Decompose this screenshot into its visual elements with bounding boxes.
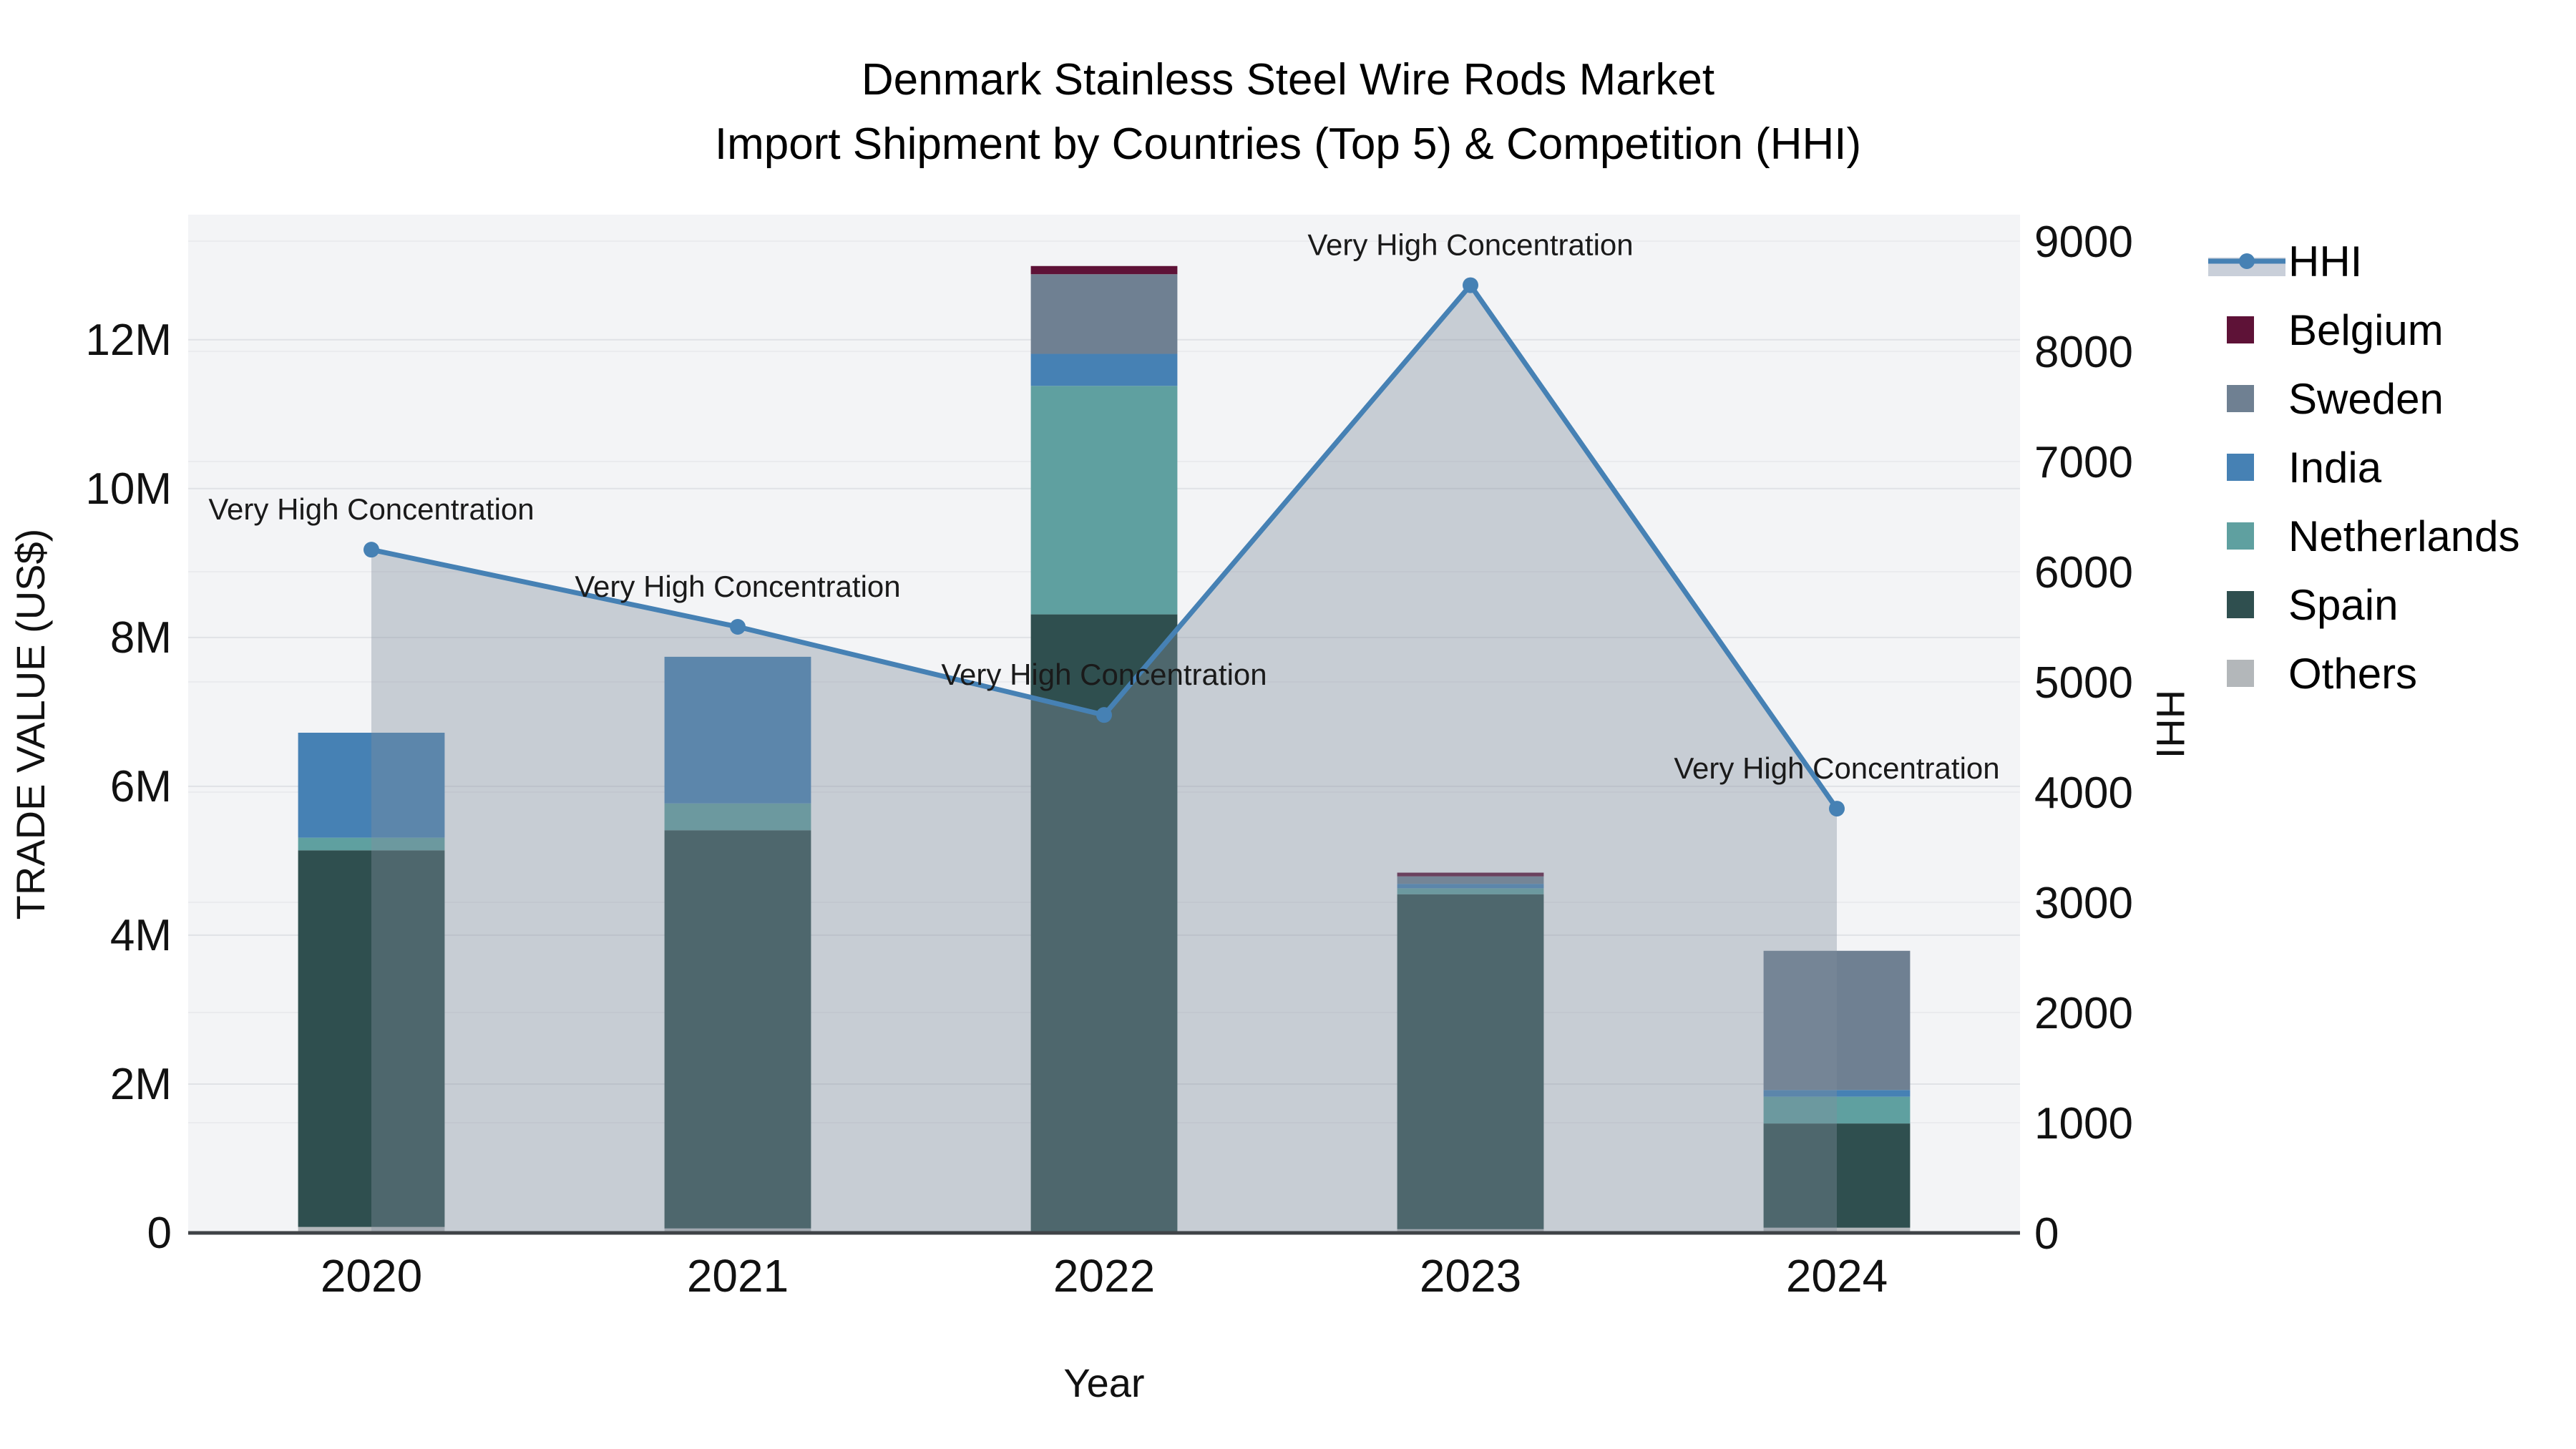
legend-swatch-spain	[2227, 591, 2254, 618]
legend-swatch-belgium	[2227, 316, 2254, 343]
x-tick-2020: 2020	[321, 1250, 422, 1302]
hhi-marker-2022	[1096, 707, 1112, 723]
bar-segment-others-2023	[1397, 1229, 1544, 1233]
chart-title-line2: Import Shipment by Countries (Top 5) & C…	[715, 119, 1861, 169]
hhi-marker-2020	[364, 542, 379, 558]
bar-segment-india-2022	[1030, 353, 1178, 386]
bar-segment-spain-2021	[664, 830, 811, 1229]
x-tick-2023: 2023	[1420, 1250, 1521, 1302]
x-tick-2022: 2022	[1053, 1250, 1155, 1302]
y-left-tick-0: 0	[147, 1209, 172, 1258]
legend-label-netherlands: Netherlands	[2288, 512, 2520, 560]
y-right-tick-1000: 1000	[2034, 1099, 2133, 1148]
bar-segment-india-2023	[1397, 884, 1544, 889]
bar-segment-netherlands-2022	[1030, 386, 1178, 615]
annotation-2021: Very High Concentration	[575, 570, 900, 603]
legend-swatch-india	[2227, 454, 2254, 481]
bar-segment-india-2021	[664, 656, 811, 804]
chart-title-line1: Denmark Stainless Steel Wire Rods Market	[862, 55, 1714, 104]
bar-segment-spain-2024	[1763, 1123, 1911, 1228]
y-left-tick-6M: 6M	[110, 762, 172, 811]
bar-segment-netherlands-2020	[298, 837, 445, 851]
y-left-tick-12M: 12M	[85, 316, 172, 365]
legend-item-netherlands[interactable]: Netherlands	[2227, 512, 2520, 560]
y-left-tick-10M: 10M	[85, 464, 172, 514]
y-left-tick-2M: 2M	[110, 1060, 172, 1109]
annotation-2024: Very High Concentration	[1674, 751, 1999, 785]
legend-label-hhi: HHI	[2288, 238, 2362, 286]
bar-segment-sweden-2024	[1763, 950, 1911, 1091]
bar-segment-sweden-2023	[1397, 876, 1544, 884]
bar-segment-spain-2023	[1397, 894, 1544, 1229]
hhi-marker-2021	[730, 618, 746, 635]
bar-segment-others-2021	[664, 1228, 811, 1233]
legend-label-india: India	[2288, 444, 2382, 492]
legend-swatch-sweden	[2227, 385, 2254, 412]
y-right-tick-0: 0	[2034, 1209, 2059, 1259]
annotation-2020: Very High Concentration	[208, 492, 534, 526]
legend-item-spain[interactable]: Spain	[2227, 581, 2398, 629]
bar-segment-india-2020	[298, 732, 445, 838]
x-tick-2024: 2024	[1786, 1250, 1888, 1302]
y-right-tick-7000: 7000	[2034, 438, 2133, 487]
hhi-area-fill	[371, 285, 1837, 1234]
y-right-axis-title: HHI	[2148, 690, 2193, 758]
y-right-tick-8000: 8000	[2034, 328, 2133, 377]
bar-segment-belgium-2022	[1030, 265, 1178, 275]
bar-segment-others-2024	[1763, 1227, 1911, 1233]
legend-label-spain: Spain	[2288, 581, 2398, 629]
y-right-tick-9000: 9000	[2034, 218, 2133, 267]
x-tick-2021: 2021	[687, 1250, 789, 1302]
bar-segment-sweden-2022	[1030, 274, 1178, 354]
hhi-marker-2024	[1829, 801, 1845, 817]
bar-segment-spain-2020	[298, 850, 445, 1227]
bar-segment-netherlands-2021	[664, 803, 811, 831]
legend-label-belgium: Belgium	[2288, 306, 2444, 354]
y-left-tick-8M: 8M	[110, 613, 172, 663]
legend-item-india[interactable]: India	[2227, 444, 2382, 492]
bar-segment-netherlands-2023	[1397, 888, 1544, 894]
y-right-tick-2000: 2000	[2034, 989, 2133, 1038]
legend-label-others: Others	[2288, 650, 2417, 698]
legend-item-hhi[interactable]: HHI	[2208, 238, 2362, 286]
bar-segment-india-2024	[1763, 1090, 1911, 1097]
x-axis-title: Year	[1063, 1360, 1144, 1405]
legend-item-belgium[interactable]: Belgium	[2227, 306, 2444, 354]
legend-item-others[interactable]: Others	[2227, 650, 2417, 698]
bar-segment-others-2020	[298, 1226, 445, 1233]
y-right-tick-4000: 4000	[2034, 769, 2133, 818]
legend-swatch-others	[2227, 660, 2254, 687]
y-left-axis-title: TRADE VALUE (US$)	[8, 529, 53, 920]
y-right-tick-6000: 6000	[2034, 548, 2133, 597]
bar-segment-belgium-2023	[1397, 872, 1544, 877]
legend-item-sweden[interactable]: Sweden	[2227, 375, 2444, 423]
y-left-tick-4M: 4M	[110, 911, 172, 960]
annotation-2022: Very High Concentration	[941, 658, 1267, 691]
annotation-2023: Very High Concentration	[1307, 228, 1633, 262]
hhi-marker-2023	[1463, 277, 1478, 293]
legend-hhi-marker-sample	[2239, 253, 2255, 269]
legend-label-sweden: Sweden	[2288, 375, 2444, 423]
y-right-tick-3000: 3000	[2034, 879, 2133, 928]
legend-swatch-netherlands	[2227, 522, 2254, 550]
bar-segment-netherlands-2024	[1763, 1096, 1911, 1124]
y-right-tick-5000: 5000	[2034, 658, 2133, 708]
